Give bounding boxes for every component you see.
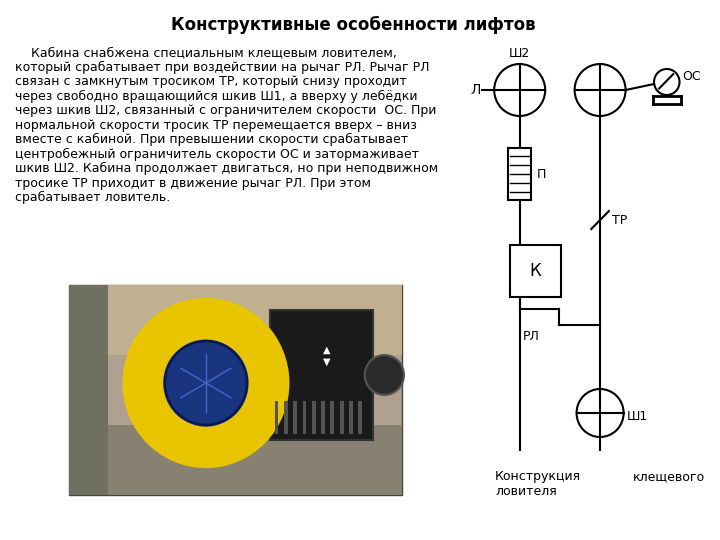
Text: срабатывает ловитель.: срабатывает ловитель. xyxy=(14,191,170,204)
Text: нормальной скорости тросик ТР перемещается вверх – вниз: нормальной скорости тросик ТР перемещает… xyxy=(14,118,417,132)
Bar xyxy=(508,148,531,200)
Text: РЛ: РЛ xyxy=(523,330,539,343)
Text: центробежный ограничитель скорости ОС и затормаживает: центробежный ограничитель скорости ОС и … xyxy=(14,147,419,160)
Bar xyxy=(68,285,108,495)
Text: Л: Л xyxy=(470,83,480,97)
Text: шкив Ш2. Кабина продолжает двигаться, но при неподвижном: шкив Ш2. Кабина продолжает двигаться, но… xyxy=(14,162,438,175)
Bar xyxy=(274,401,279,434)
Bar xyxy=(510,245,561,297)
Circle shape xyxy=(365,355,404,395)
Text: ▲
▼: ▲ ▼ xyxy=(323,345,330,366)
Bar xyxy=(312,401,316,434)
Bar xyxy=(68,425,402,495)
Text: Конструкция
ловителя: Конструкция ловителя xyxy=(495,470,581,498)
Text: П: П xyxy=(536,167,546,180)
Text: через шкив Ш2, связанный с ограничителем скорости  ОС. При: через шкив Ш2, связанный с ограничителем… xyxy=(14,104,436,117)
Text: клещевого: клещевого xyxy=(632,470,705,483)
Text: тросике ТР приходит в движение рычаг РЛ. При этом: тросике ТР приходит в движение рычаг РЛ.… xyxy=(14,177,371,190)
Bar xyxy=(321,401,325,434)
Bar xyxy=(68,285,402,495)
Text: Ш1: Ш1 xyxy=(626,410,648,423)
Text: связан с замкнутым тросиком ТР, который снизу проходит: связан с замкнутым тросиком ТР, который … xyxy=(14,75,407,88)
Text: вместе с кабиной. При превышении скорости срабатывает: вместе с кабиной. При превышении скорост… xyxy=(14,133,408,146)
Bar xyxy=(68,285,402,355)
Bar xyxy=(359,401,362,434)
Text: К: К xyxy=(529,262,541,280)
Bar xyxy=(270,310,373,440)
Bar xyxy=(293,401,297,434)
Bar xyxy=(302,401,307,434)
Text: ТР: ТР xyxy=(612,213,627,226)
Text: который срабатывает при воздействии на рычаг РЛ. Рычаг РЛ: который срабатывает при воздействии на р… xyxy=(14,60,429,73)
Text: ОС: ОС xyxy=(683,71,701,84)
Circle shape xyxy=(165,341,247,425)
Bar xyxy=(284,401,288,434)
Text: через свободно вращающийся шкив Ш1, а вверху у лебёдки: через свободно вращающийся шкив Ш1, а вв… xyxy=(14,90,417,103)
Bar xyxy=(340,401,343,434)
Text: Кабина снабжена специальным клещевым ловителем,: Кабина снабжена специальным клещевым лов… xyxy=(14,46,397,59)
Bar xyxy=(349,401,353,434)
Text: Ш2: Ш2 xyxy=(509,47,531,60)
Bar xyxy=(330,401,334,434)
Text: Конструктивные особенности лифтов: Конструктивные особенности лифтов xyxy=(171,16,535,34)
